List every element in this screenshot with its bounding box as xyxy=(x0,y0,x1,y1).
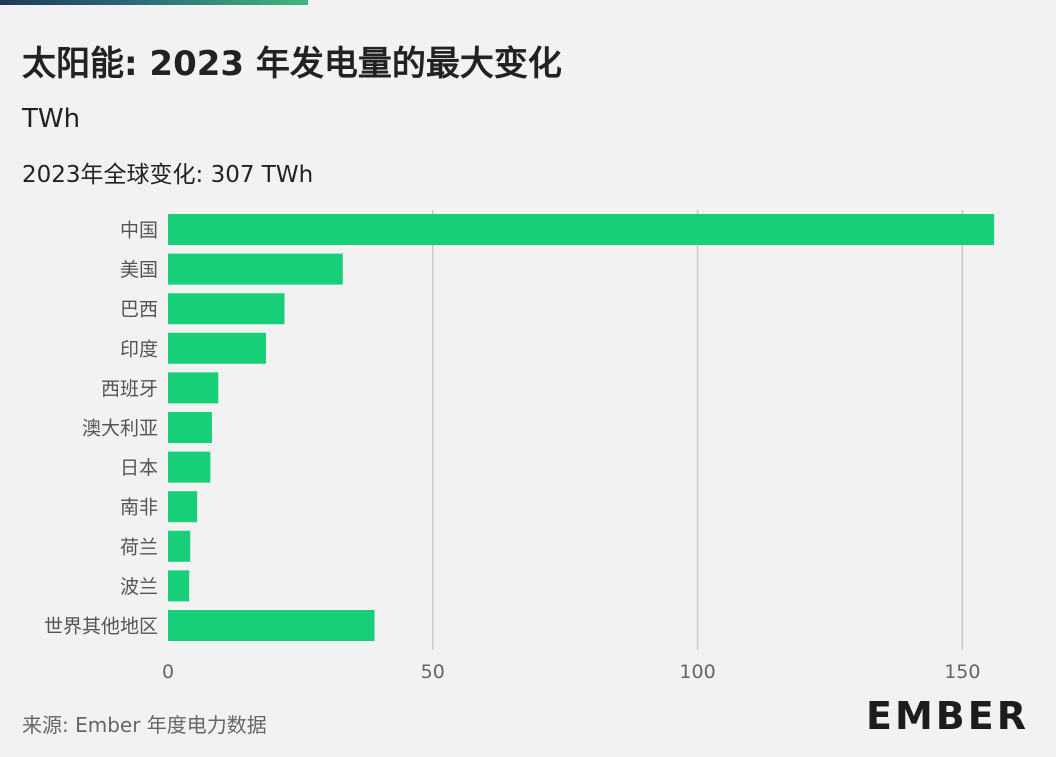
source-note: 来源: Ember 年度电力数据 xyxy=(22,713,267,737)
x-tick-label: 50 xyxy=(421,661,445,683)
category-label: 中国 xyxy=(120,220,158,242)
category-label: 南非 xyxy=(120,497,158,519)
bar xyxy=(168,372,219,404)
category-label: 世界其他地区 xyxy=(44,616,158,638)
category-label: 西班牙 xyxy=(101,378,158,400)
x-tick-label: 100 xyxy=(679,661,715,683)
bar xyxy=(168,610,375,641)
bar xyxy=(168,412,212,443)
category-label: 巴西 xyxy=(120,299,158,321)
bar xyxy=(168,530,191,562)
x-tick-label: 0 xyxy=(162,661,174,683)
chart-subtitle: 2023年全球变化: 307 TWh xyxy=(22,162,314,188)
category-label: 美国 xyxy=(120,259,158,281)
bar xyxy=(168,491,198,523)
bar xyxy=(168,570,190,602)
category-label: 澳大利亚 xyxy=(82,418,158,440)
category-label: 荷兰 xyxy=(120,536,158,558)
top-accent-bar xyxy=(0,0,308,5)
x-tick-label: 150 xyxy=(944,661,980,683)
ember-logo: EMBER xyxy=(866,694,1029,738)
bar xyxy=(168,332,266,364)
bar xyxy=(168,293,285,325)
bar xyxy=(168,451,211,483)
chart-title: 太阳能: 2023 年发电量的最大变化 xyxy=(22,44,562,84)
bar xyxy=(168,214,995,245)
category-label: 印度 xyxy=(120,338,158,360)
bar xyxy=(168,253,343,285)
category-label: 波兰 xyxy=(120,576,158,598)
category-label: 日本 xyxy=(120,457,158,479)
unit-label: TWh xyxy=(22,104,81,134)
